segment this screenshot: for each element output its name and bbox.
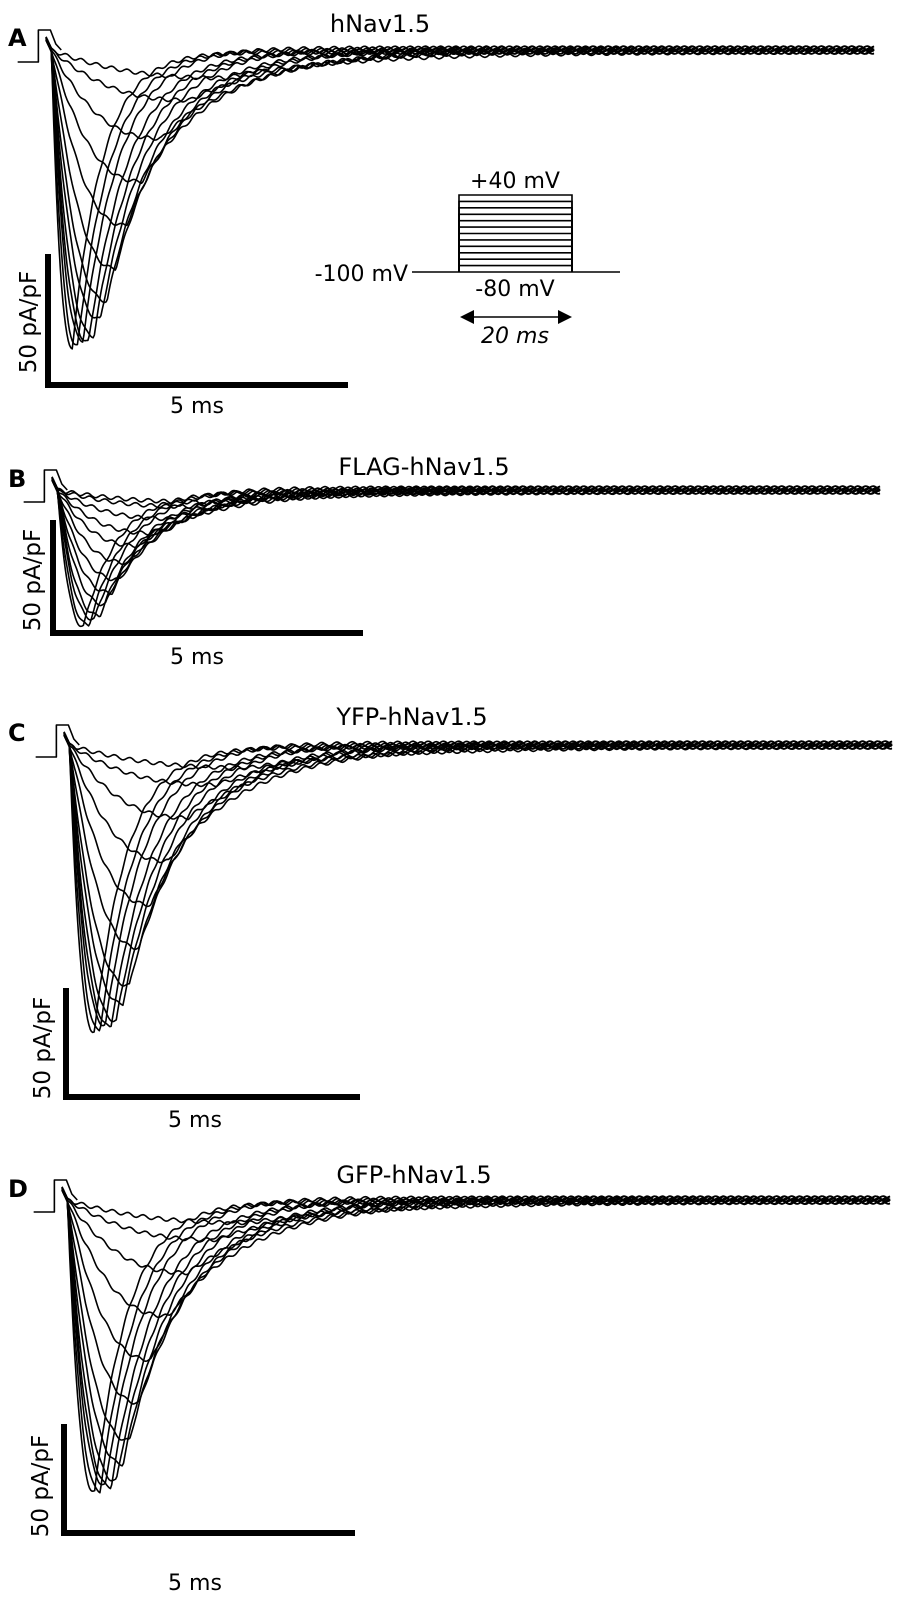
panel-title: GFP-hNav1.5 — [336, 1161, 491, 1189]
current-trace — [45, 39, 875, 339]
current-trace — [51, 479, 881, 505]
panel-c: C YFP-hNav1.5 50 pA/pF 5 ms — [8, 703, 893, 1133]
panel-label: B — [8, 465, 26, 493]
capacitive-transient — [23, 469, 68, 503]
x-scale-label: 5 ms — [170, 645, 224, 670]
current-trace — [61, 1189, 891, 1226]
voltage-step — [458, 239, 573, 272]
x-scale-label: 5 ms — [170, 394, 224, 419]
x-scale-label: 5 ms — [168, 1571, 222, 1596]
current-traces — [35, 724, 893, 1034]
voltage-step — [458, 200, 573, 272]
current-traces — [23, 469, 881, 628]
bottom-step-label: -80 mV — [475, 277, 554, 302]
current-trace — [61, 1186, 891, 1494]
panel-label: C — [8, 719, 26, 747]
capacitive-transient — [17, 29, 62, 63]
current-trace — [61, 1187, 891, 1319]
voltage-protocol: -100 mV +40 mV -80 mV 20 ms — [315, 169, 620, 349]
arrow-left-icon — [460, 310, 474, 324]
current-trace — [63, 731, 893, 1027]
holding-potential-label: -100 mV — [315, 262, 408, 287]
current-trace — [45, 37, 875, 185]
panel-d: D GFP-hNav1.5 50 pA/pF 5 ms — [8, 1161, 891, 1596]
panel-title: YFP-hNav1.5 — [335, 703, 487, 731]
current-trace — [45, 40, 875, 103]
capacitive-transient — [35, 724, 80, 758]
current-trace — [51, 479, 881, 596]
panel-label: D — [8, 1175, 28, 1203]
panel-title: hNav1.5 — [330, 10, 430, 38]
duration-label: 20 ms — [481, 324, 549, 349]
current-trace — [63, 734, 893, 771]
current-trace — [61, 1186, 891, 1362]
current-trace — [61, 1188, 891, 1441]
panel-a: A hNav1.5 50 pA/pF 5 ms -100 mV +40 mV -… — [8, 10, 875, 419]
y-scale-label: 50 pA/pF — [30, 997, 56, 1100]
y-scale-label: 50 pA/pF — [28, 1435, 54, 1538]
voltage-step — [458, 264, 573, 272]
panel-label: A — [8, 24, 27, 52]
voltage-step — [458, 194, 573, 272]
current-trace — [63, 734, 893, 1007]
current-trace — [63, 732, 893, 864]
current-trace — [61, 1189, 891, 1482]
scale-bar: 50 pA/pF 5 ms — [16, 254, 348, 419]
current-trace — [63, 733, 893, 1028]
current-trace — [45, 39, 875, 81]
current-trace — [45, 36, 875, 346]
current-trace — [45, 39, 875, 319]
current-trace — [45, 38, 875, 350]
x-scale-label: 5 ms — [168, 1108, 222, 1133]
current-traces — [17, 29, 875, 350]
current-trace — [61, 1188, 891, 1490]
current-trace — [51, 479, 881, 522]
current-trace — [45, 36, 875, 343]
arrow-right-icon — [558, 310, 572, 324]
current-trace — [45, 38, 875, 304]
top-step-label: +40 mV — [470, 169, 560, 194]
voltage-step — [458, 213, 573, 272]
current-trace — [61, 1186, 891, 1486]
current-trace — [61, 1190, 891, 1243]
current-traces — [33, 1179, 891, 1494]
voltage-step — [458, 252, 573, 272]
scale-bar: 50 pA/pF 5 ms — [30, 988, 360, 1133]
scale-bar: 50 pA/pF 5 ms — [28, 1424, 355, 1596]
current-trace — [63, 733, 893, 987]
y-scale-label: 50 pA/pF — [20, 529, 46, 632]
current-trace — [51, 480, 881, 510]
panel-title: FLAG-hNav1.5 — [338, 453, 509, 481]
current-trace — [45, 36, 875, 271]
y-scale-label: 50 pA/pF — [16, 271, 42, 374]
capacitive-transient — [33, 1179, 78, 1213]
current-trace — [61, 1189, 891, 1467]
current-trace — [61, 1188, 891, 1492]
current-trace — [63, 731, 893, 908]
panel-b: B FLAG-hNav1.5 50 pA/pF 5 ms — [8, 453, 881, 670]
current-trace — [45, 38, 875, 342]
current-trace — [63, 731, 893, 1032]
current-trace — [63, 735, 893, 788]
scale-bar: 50 pA/pF 5 ms — [20, 520, 363, 670]
voltage-steps — [458, 194, 573, 273]
current-trace — [51, 477, 881, 536]
